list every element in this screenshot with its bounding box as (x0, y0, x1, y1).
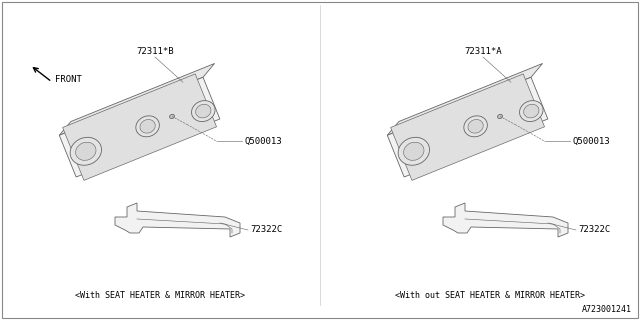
Ellipse shape (191, 100, 215, 122)
Text: Q500013: Q500013 (244, 137, 282, 146)
Ellipse shape (497, 114, 502, 118)
Text: 72322C: 72322C (578, 226, 611, 235)
Ellipse shape (76, 142, 96, 160)
Text: Q500013: Q500013 (572, 137, 610, 146)
Text: <With out SEAT HEATER & MIRROR HEATER>: <With out SEAT HEATER & MIRROR HEATER> (395, 292, 585, 300)
Text: 72311*B: 72311*B (136, 47, 174, 57)
Polygon shape (63, 74, 216, 180)
Text: FRONT: FRONT (55, 76, 82, 84)
Ellipse shape (468, 119, 483, 133)
Ellipse shape (140, 119, 156, 133)
Text: <With SEAT HEATER & MIRROR HEATER>: <With SEAT HEATER & MIRROR HEATER> (75, 292, 245, 300)
Polygon shape (115, 203, 240, 237)
Polygon shape (387, 63, 543, 135)
Polygon shape (387, 77, 548, 177)
Ellipse shape (70, 137, 102, 165)
Text: A723001241: A723001241 (582, 305, 632, 314)
Ellipse shape (136, 116, 159, 137)
Polygon shape (443, 203, 568, 237)
Text: 72311*A: 72311*A (464, 47, 502, 57)
Polygon shape (390, 74, 545, 180)
Text: 72322C: 72322C (250, 226, 282, 235)
Ellipse shape (520, 100, 543, 122)
Ellipse shape (524, 104, 539, 118)
Ellipse shape (170, 114, 175, 118)
Ellipse shape (196, 104, 211, 118)
Polygon shape (60, 63, 214, 135)
Ellipse shape (464, 116, 488, 137)
Ellipse shape (398, 137, 429, 165)
Polygon shape (60, 77, 220, 177)
Ellipse shape (404, 142, 424, 160)
